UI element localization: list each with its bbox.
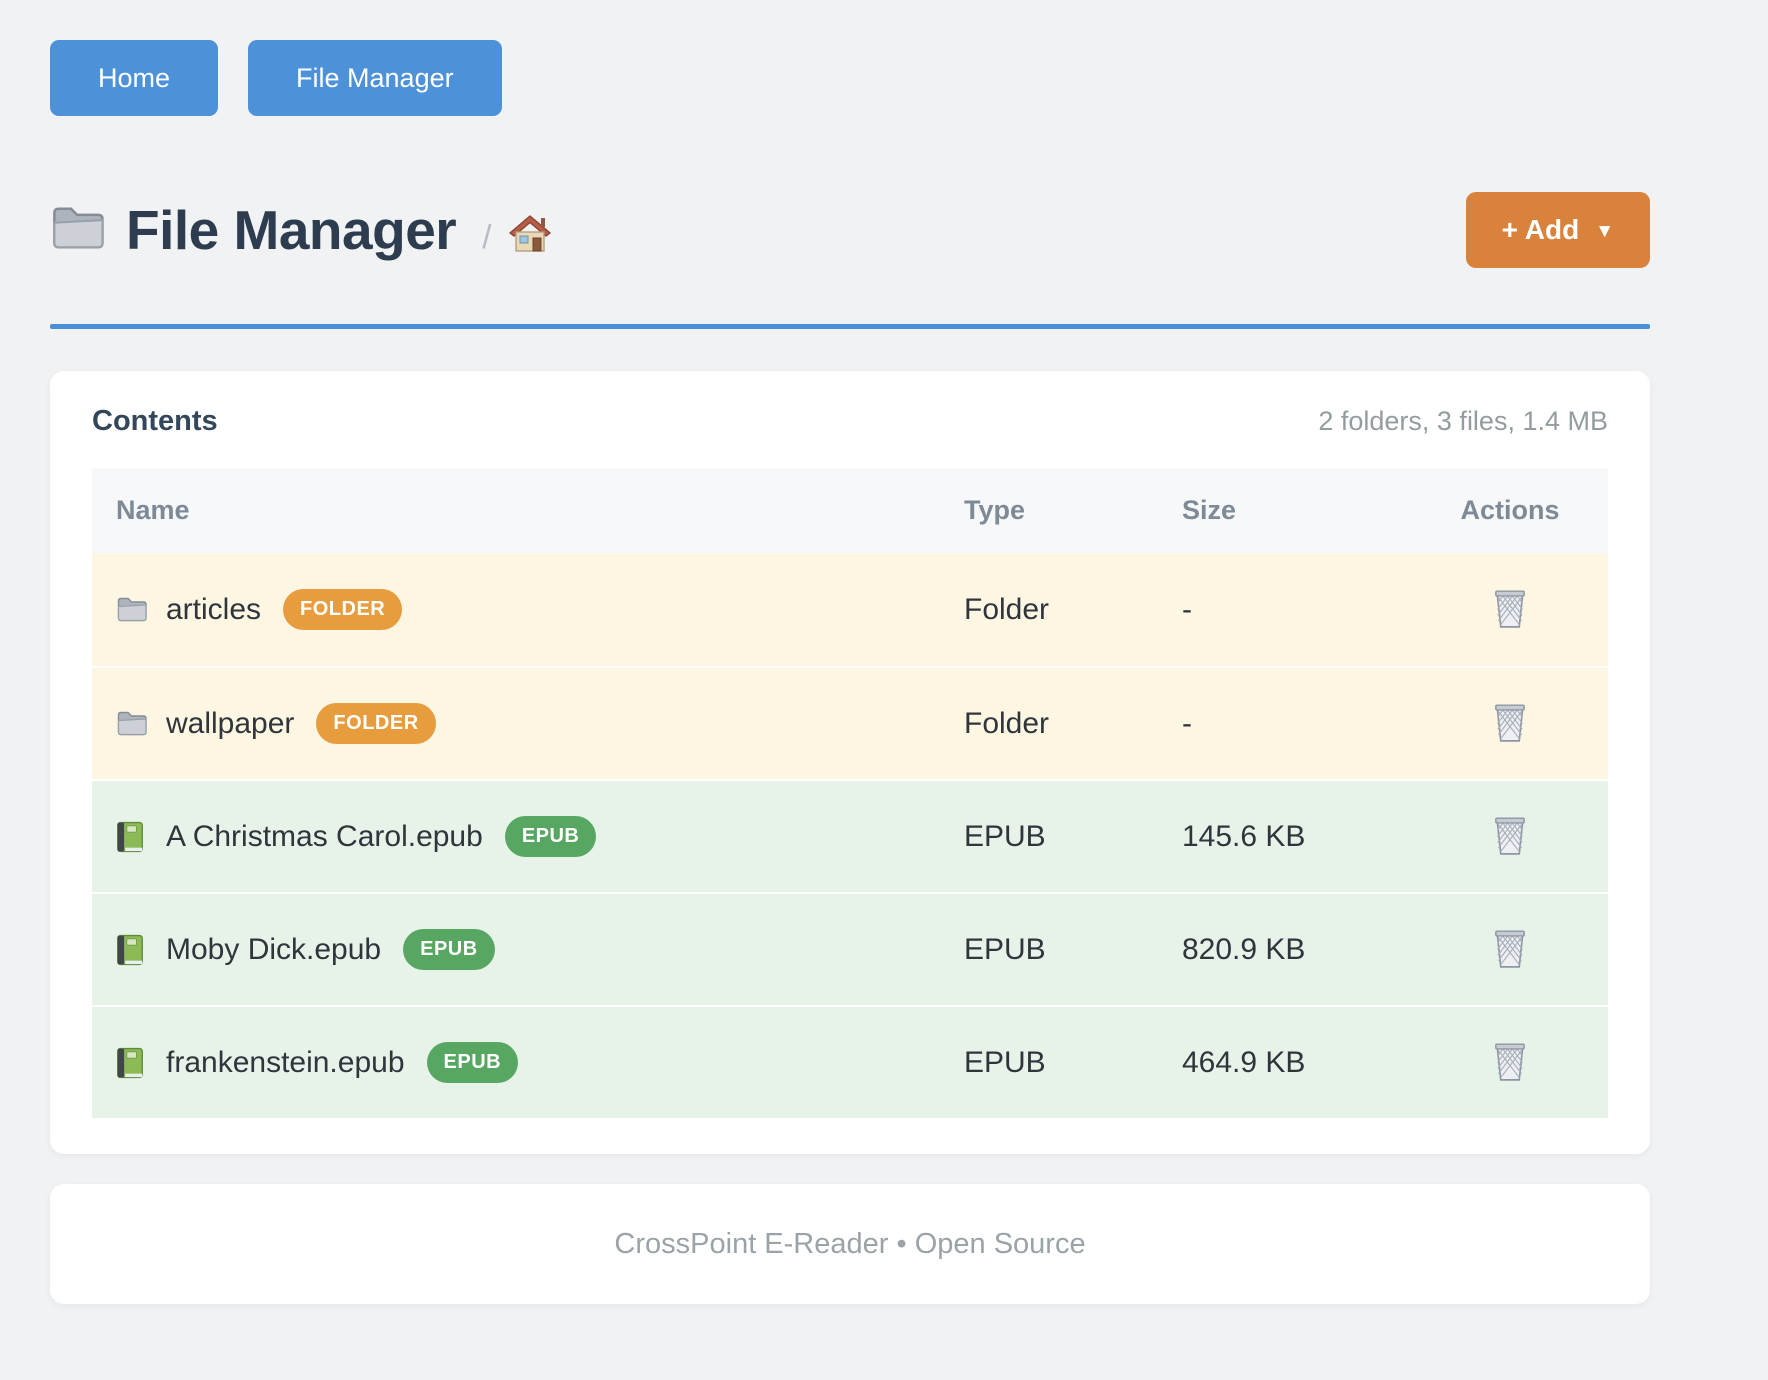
page-header: File Manager / + Add ▼ bbox=[50, 192, 1650, 268]
type-cell: Folder bbox=[964, 592, 1050, 626]
file-type-badge: EPUB bbox=[426, 1042, 519, 1083]
type-cell: EPUB bbox=[964, 1045, 1046, 1079]
file-name-link[interactable]: A Christmas Carol.epub bbox=[166, 819, 483, 853]
file-type-icon bbox=[116, 821, 148, 853]
column-header-type: Type bbox=[964, 495, 1026, 525]
type-cell: EPUB bbox=[964, 932, 1046, 966]
title-underline bbox=[50, 324, 1650, 329]
file-name-link[interactable]: wallpaper bbox=[166, 706, 295, 740]
trash-icon bbox=[1495, 929, 1525, 968]
type-cell: Folder bbox=[964, 706, 1050, 740]
book-icon bbox=[117, 821, 143, 852]
delete-button[interactable] bbox=[1488, 923, 1532, 976]
add-button-label: + Add bbox=[1501, 214, 1580, 245]
file-type-badge: EPUB bbox=[403, 929, 495, 970]
table-row: articles FOLDER Folder - bbox=[92, 553, 1608, 666]
contents-summary: 2 folders, 3 files, 1.4 MB bbox=[1318, 406, 1608, 436]
page-title: File Manager bbox=[126, 199, 457, 261]
top-nav: Home File Manager bbox=[50, 40, 1650, 116]
name-cell: frankenstein.epub EPUB bbox=[92, 1042, 964, 1083]
table-row: frankenstein.epub EPUB EPUB 464.9 KB bbox=[92, 1005, 1608, 1118]
table-header-row: Name Type Size Actions bbox=[92, 468, 1608, 553]
trash-icon bbox=[1495, 816, 1525, 855]
size-cell: 145.6 KB bbox=[1182, 819, 1306, 853]
footer: CrossPoint E-Reader • Open Source bbox=[50, 1184, 1650, 1304]
book-icon bbox=[117, 1047, 143, 1078]
delete-button[interactable] bbox=[1488, 583, 1532, 636]
size-cell: - bbox=[1182, 592, 1192, 626]
folder-icon bbox=[117, 711, 147, 736]
name-cell: A Christmas Carol.epub EPUB bbox=[92, 816, 964, 857]
breadcrumb-home-link[interactable] bbox=[507, 212, 553, 259]
delete-button[interactable] bbox=[1488, 697, 1532, 750]
file-type-icon bbox=[116, 934, 148, 966]
trash-icon bbox=[1495, 1042, 1525, 1081]
name-cell: articles FOLDER bbox=[92, 589, 964, 630]
name-cell: Moby Dick.epub EPUB bbox=[92, 929, 964, 970]
actions-cell bbox=[1412, 923, 1608, 977]
table-row: wallpaper FOLDER Folder - bbox=[92, 666, 1608, 779]
actions-cell bbox=[1412, 583, 1608, 637]
column-header-size: Size bbox=[1182, 495, 1237, 525]
table-row: A Christmas Carol.epub EPUB EPUB 145.6 K… bbox=[92, 779, 1608, 892]
table-body: articles FOLDER Folder - wallpaper FOLDE… bbox=[92, 553, 1608, 1118]
files-table: Name Type Size Actions articles FOLDER F… bbox=[92, 468, 1608, 1118]
file-name-link[interactable]: articles bbox=[166, 592, 262, 626]
column-header-actions: Actions bbox=[1460, 495, 1560, 525]
footer-text: CrossPoint E-Reader • Open Source bbox=[614, 1227, 1086, 1260]
size-cell: 820.9 KB bbox=[1182, 932, 1306, 966]
actions-cell bbox=[1412, 697, 1608, 751]
nav-home-button[interactable]: Home bbox=[50, 40, 219, 116]
file-type-icon bbox=[116, 596, 148, 623]
title-folder-icon-holder bbox=[50, 204, 106, 257]
trash-icon bbox=[1495, 589, 1525, 628]
trash-icon bbox=[1495, 703, 1525, 742]
file-type-badge: FOLDER bbox=[283, 589, 403, 630]
file-type-icon bbox=[116, 1047, 148, 1079]
file-type-badge: FOLDER bbox=[316, 703, 436, 744]
home-icon bbox=[509, 214, 552, 252]
delete-button[interactable] bbox=[1488, 1036, 1532, 1089]
actions-cell bbox=[1412, 810, 1608, 864]
file-type-badge: EPUB bbox=[504, 816, 597, 857]
book-icon bbox=[117, 934, 143, 965]
delete-button[interactable] bbox=[1488, 810, 1532, 863]
folder-icon bbox=[53, 207, 104, 248]
size-cell: - bbox=[1182, 706, 1192, 740]
column-header-name: Name bbox=[116, 495, 190, 525]
size-cell: 464.9 KB bbox=[1182, 1045, 1306, 1079]
folder-icon bbox=[117, 597, 147, 622]
table-row: Moby Dick.epub EPUB EPUB 820.9 KB bbox=[92, 892, 1608, 1005]
nav-file-manager-button[interactable]: File Manager bbox=[248, 40, 502, 116]
breadcrumb-separator: / bbox=[482, 218, 492, 255]
actions-cell bbox=[1412, 1036, 1608, 1090]
chevron-down-icon: ▼ bbox=[1595, 220, 1614, 242]
contents-heading: Contents bbox=[92, 405, 218, 437]
type-cell: EPUB bbox=[964, 819, 1046, 853]
name-cell: wallpaper FOLDER bbox=[92, 703, 964, 744]
file-name-link[interactable]: frankenstein.epub bbox=[166, 1045, 405, 1079]
contents-card: Contents 2 folders, 3 files, 1.4 MB Name… bbox=[50, 371, 1650, 1154]
add-button[interactable]: + Add ▼ bbox=[1465, 192, 1650, 268]
file-type-icon bbox=[116, 710, 148, 737]
file-name-link[interactable]: Moby Dick.epub bbox=[166, 932, 382, 966]
